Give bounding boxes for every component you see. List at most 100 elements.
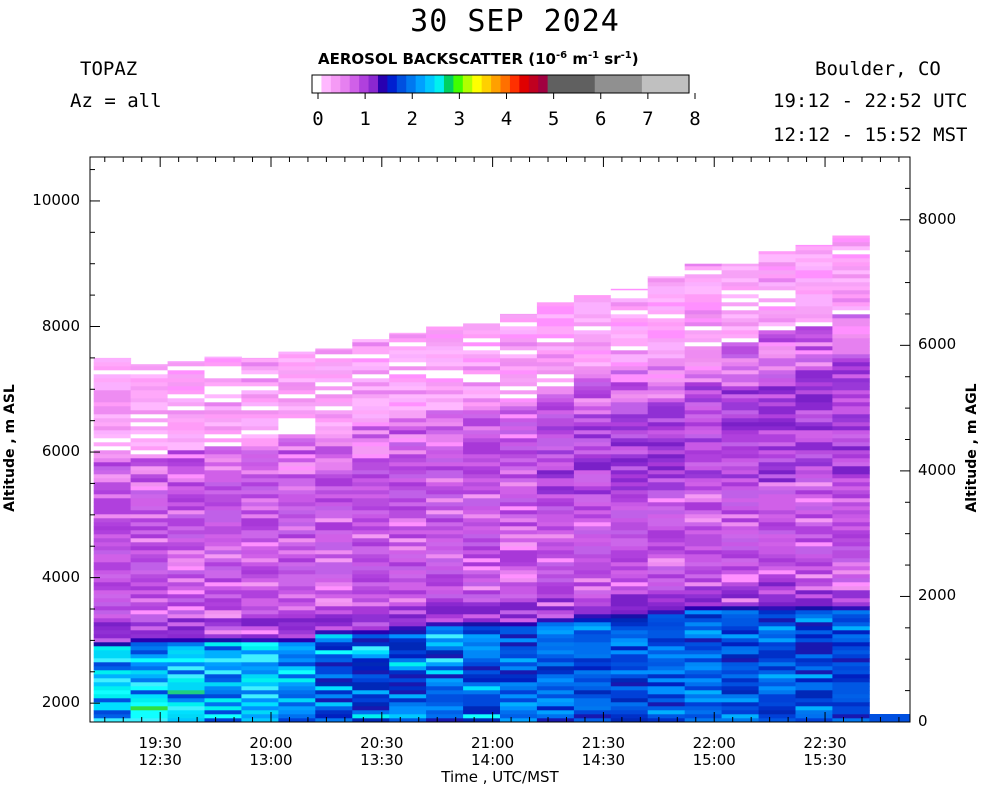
heatmap-cell <box>463 566 501 571</box>
heatmap-cell <box>167 586 205 591</box>
heatmap-cell <box>647 538 686 543</box>
heatmap-cell <box>647 638 686 643</box>
heatmap-cell <box>832 506 870 511</box>
heatmap-cell <box>684 402 723 407</box>
heatmap-cell <box>315 394 353 399</box>
heatmap-cell <box>573 306 612 311</box>
heatmap-cell <box>426 626 464 631</box>
heatmap-cell <box>315 506 353 511</box>
heatmap-cell <box>463 330 501 335</box>
x-tick-label-utc: 20:30 <box>360 734 404 752</box>
heatmap-cell <box>352 354 390 359</box>
heatmap-cell <box>93 654 132 659</box>
heatmap-cell <box>315 406 353 411</box>
heatmap-cell <box>278 698 316 703</box>
heatmap-cell <box>573 570 612 575</box>
heatmap-cell <box>463 654 501 659</box>
heatmap-cell <box>832 326 870 331</box>
heatmap-cell <box>721 658 759 663</box>
heatmap-cell <box>204 426 242 431</box>
heatmap-cell <box>426 374 464 379</box>
heatmap-cell <box>795 546 833 551</box>
heatmap-cell <box>315 534 353 539</box>
y-tick-label-right: 6000 <box>918 335 957 354</box>
heatmap-cell <box>130 466 168 471</box>
heatmap-cell <box>352 390 390 395</box>
heatmap-cell <box>463 582 501 587</box>
heatmap-cell <box>500 558 538 563</box>
heatmap-cell <box>500 374 538 379</box>
heatmap-cell <box>204 554 242 559</box>
heatmap-cell <box>573 546 612 551</box>
heatmap-cell <box>721 326 759 331</box>
heatmap-cell <box>500 670 538 675</box>
heatmap-cell <box>426 582 464 587</box>
heatmap-cell <box>573 530 612 535</box>
heatmap-cell <box>204 702 242 707</box>
heatmap-cell <box>204 562 242 567</box>
heatmap-cell <box>130 490 168 495</box>
heatmap-cell <box>500 650 538 655</box>
heatmap-cell <box>795 682 833 687</box>
heatmap-cell <box>758 302 796 307</box>
colorbar-swatch <box>415 75 426 93</box>
heatmap-cell <box>204 650 242 655</box>
heatmap-cell <box>758 470 796 475</box>
heatmap-cell <box>721 350 759 355</box>
heatmap-cell <box>130 370 168 375</box>
heatmap-cell <box>389 462 427 467</box>
heatmap-cell <box>204 434 242 439</box>
heatmap-cell <box>795 530 833 535</box>
heatmap-cell <box>758 358 796 363</box>
heatmap-cell <box>536 654 575 659</box>
heatmap-cell <box>758 482 796 487</box>
heatmap-cell <box>93 390 132 395</box>
heatmap-cell <box>93 622 132 627</box>
colorbar <box>311 74 696 99</box>
heatmap-cell <box>758 582 796 587</box>
heatmap-cell <box>536 322 575 327</box>
heatmap-cell <box>832 318 870 323</box>
heatmap-cell <box>758 554 796 559</box>
heatmap-cell <box>167 454 205 459</box>
heatmap-cell <box>500 638 538 643</box>
heatmap-cell <box>721 366 759 371</box>
heatmap-cell <box>647 670 686 675</box>
heatmap-cell <box>795 362 833 367</box>
heatmap-cell <box>93 366 132 371</box>
heatmap-cell <box>610 386 649 391</box>
heatmap-cell <box>721 418 759 423</box>
heatmap-cell <box>684 510 723 515</box>
heatmap-cell <box>389 450 427 455</box>
heatmap-cell <box>352 698 390 703</box>
heatmap-cell <box>463 530 501 535</box>
heatmap-cell <box>463 362 501 367</box>
heatmap-cell <box>463 694 501 699</box>
heatmap-cell <box>721 618 759 623</box>
colorbar-swatch <box>509 75 520 93</box>
heatmap-cell <box>315 374 353 379</box>
heatmap-cell <box>536 414 575 419</box>
heatmap-cell <box>573 458 612 463</box>
heatmap-cell <box>684 338 723 343</box>
heatmap-cell <box>352 578 390 583</box>
heatmap-cell <box>795 338 833 343</box>
heatmap-cell <box>795 534 833 539</box>
heatmap-cell <box>610 374 649 379</box>
heatmap-cell <box>684 302 723 307</box>
heatmap-cell <box>795 442 833 447</box>
heatmap-cell <box>758 558 796 563</box>
heatmap-cell <box>241 426 279 431</box>
heatmap-cell <box>167 526 205 531</box>
heatmap-cell <box>463 466 501 471</box>
heatmap-cell <box>130 530 168 535</box>
x-tick-label-mst: 14:30 <box>581 751 626 769</box>
heatmap-cell <box>610 530 649 535</box>
heatmap-cell <box>610 694 649 699</box>
heatmap-cell <box>573 450 612 455</box>
heatmap-cell <box>610 398 649 403</box>
heatmap-cell <box>463 502 501 507</box>
heatmap-cell <box>500 630 538 635</box>
heatmap-cell <box>278 422 316 427</box>
heatmap-cell <box>93 474 132 479</box>
